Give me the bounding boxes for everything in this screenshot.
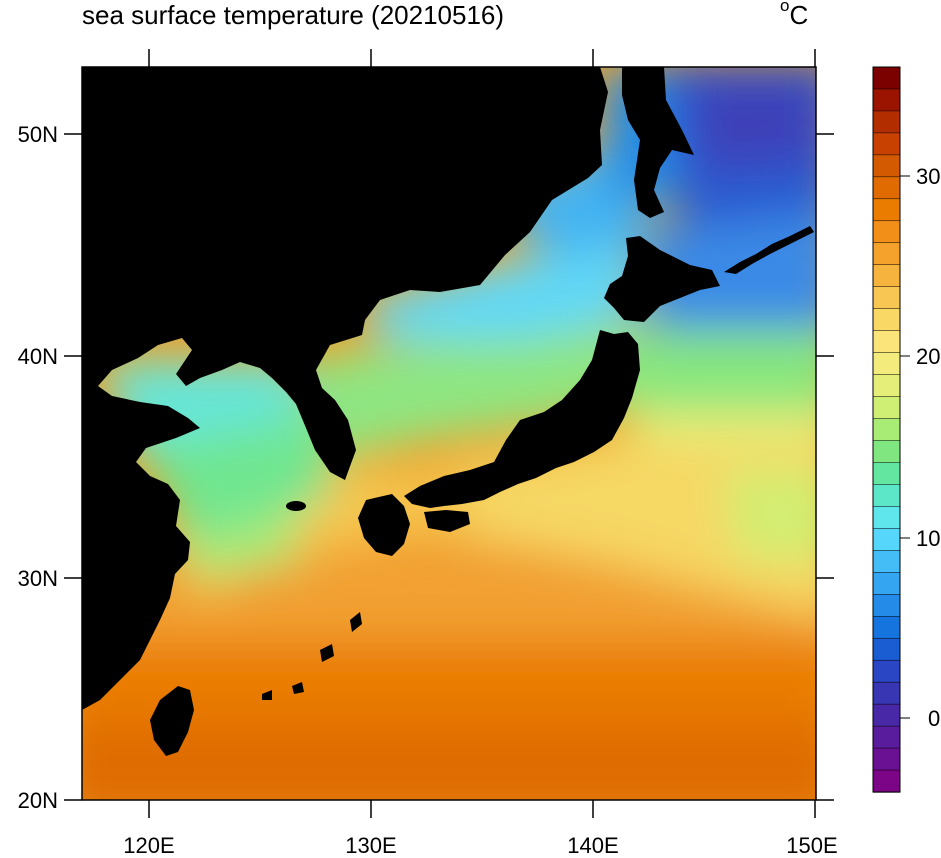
shikoku	[424, 510, 470, 532]
lon-label-140e: 140E	[567, 833, 618, 858]
colorbar-swatch	[872, 154, 901, 178]
colorbar-swatch	[872, 418, 901, 442]
hokkaido	[604, 236, 720, 322]
colorbar-swatch	[872, 176, 901, 200]
colorbar-swatch	[872, 286, 901, 310]
jeju-island	[286, 501, 306, 511]
colorbar-swatch	[872, 594, 901, 617]
colorbar-label-0: 0	[928, 706, 940, 731]
degree-symbol: o	[780, 0, 790, 15]
colorbar-swatch	[872, 637, 901, 661]
colorbar-label-10: 10	[916, 526, 940, 551]
land-mask	[82, 67, 814, 756]
colorbar-swatch	[872, 484, 901, 508]
colorbar-swatch	[872, 550, 901, 573]
colorbar-swatch	[872, 110, 901, 134]
map-title: sea surface temperature (20210516)	[82, 0, 505, 30]
taiwan	[150, 686, 194, 756]
colorbar-label-30: 30	[916, 164, 940, 189]
lon-label-120e: 120E	[123, 833, 174, 858]
lat-ticks	[64, 133, 834, 801]
kuril-islands	[724, 226, 814, 274]
colorbar-swatch	[872, 506, 901, 530]
colorbar	[872, 66, 901, 793]
colorbar-swatch	[872, 330, 901, 354]
colorbar-swatch	[872, 703, 901, 727]
colorbar-swatch	[872, 88, 901, 112]
colorbar-swatch	[872, 132, 901, 156]
colorbar-swatch	[872, 396, 901, 420]
plot-frame	[81, 66, 817, 801]
colorbar-swatch	[872, 66, 901, 90]
colorbar-swatch	[872, 681, 901, 705]
colorbar-label-20: 20	[916, 344, 940, 369]
colorbar-swatch	[872, 528, 901, 551]
colorbar-swatch	[872, 747, 901, 771]
colorbar-swatch	[872, 440, 901, 464]
colorbar-swatch	[872, 659, 901, 683]
colorbar-swatch	[872, 308, 901, 332]
lon-ticks	[148, 49, 816, 818]
honshu	[404, 330, 640, 508]
colorbar-ticks	[900, 175, 910, 719]
colorbar-swatch	[872, 242, 901, 266]
lat-label-30n: 30N	[18, 566, 58, 591]
colorbar-swatch	[872, 725, 901, 749]
colorbar-swatch	[872, 462, 901, 486]
kyushu	[358, 494, 410, 556]
colorbar-swatch	[872, 769, 901, 793]
lat-label-40n: 40N	[18, 344, 58, 369]
colorbar-swatch	[872, 615, 901, 639]
colorbar-swatch	[872, 572, 901, 595]
asian-mainland	[82, 67, 608, 710]
lon-label-150e: 150E	[786, 833, 837, 858]
lon-label-130e: 130E	[345, 833, 396, 858]
unit-letter: C	[789, 0, 809, 30]
colorbar-swatch	[872, 198, 901, 222]
sakhalin	[622, 67, 694, 218]
colorbar-swatch	[872, 220, 901, 244]
ryukyu-islands	[262, 612, 362, 700]
colorbar-swatch	[872, 352, 901, 376]
unit-label: oC	[780, 0, 808, 31]
colorbar-swatch	[872, 374, 901, 398]
colorbar-swatch	[872, 264, 901, 288]
lat-label-20n: 20N	[18, 788, 58, 813]
lat-label-50n: 50N	[18, 122, 58, 147]
colorbar-frame	[872, 66, 901, 793]
